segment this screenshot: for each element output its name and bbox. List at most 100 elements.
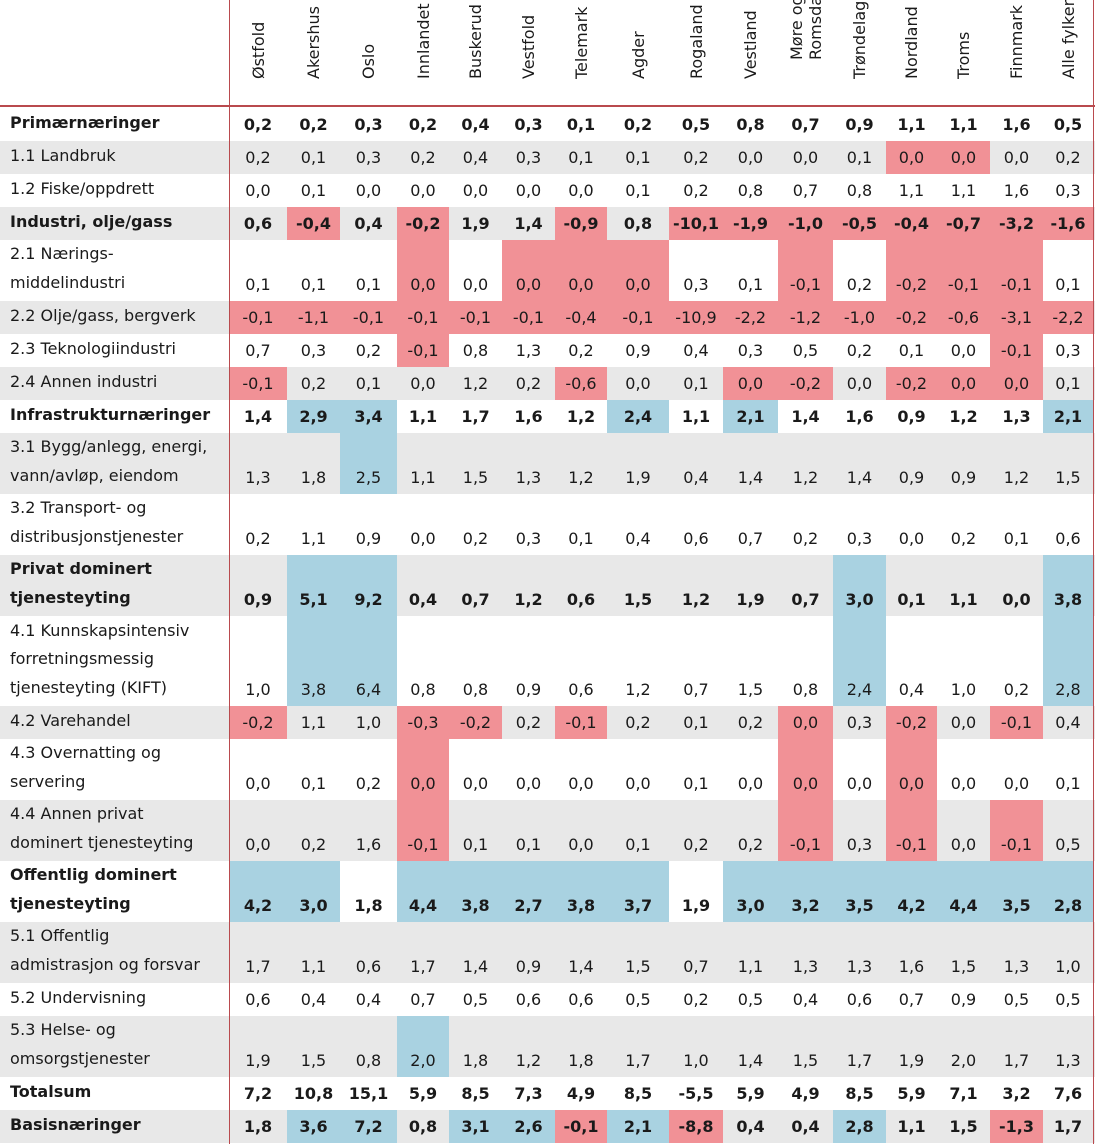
table-row: Offentlig dominert tjenesteyting 4,2 3,0 1,… [0,861,1095,922]
table-cell: 1,5 [449,433,502,494]
cell-value: 0,7 [245,341,271,360]
table-cell: 0,5 [1043,983,1093,1016]
table-cell: 2,0 [937,1016,990,1077]
cell-value: 1,5 [950,957,977,976]
table-cell: -1,0 [778,207,833,240]
table-row: Industri, olje/gass 0,6 -0,4 0,4 -0,2 1,9 1,4 -… [0,207,1095,240]
cell-value: 1,3 [1003,957,1030,976]
table-cell: 0,4 [340,983,397,1016]
table-cell: -0,1 [990,706,1043,739]
row-label: Offentlig dominert tjenesteyting [10,865,177,913]
column-header: Oslo [340,0,397,104]
cell-value: 0,2 [683,148,709,167]
row-label: 1.2 Fiske/oppdrett [10,178,155,198]
cell-value: 0,4 [1055,713,1081,732]
table-cell: 3,7 [607,861,669,922]
row-label: 4.4 Annen privat dominert tjenesteyting [10,804,194,852]
table-cell: 1,2 [607,616,669,706]
column-header: Troms [937,0,990,104]
cell-value: 1,2 [568,468,594,487]
table-cell: 0,7 [778,555,833,616]
table-cell: 0,1 [1043,367,1093,400]
cell-value: 0,8 [462,341,489,360]
cell-value: 1,5 [462,468,489,487]
table-cell: 1,5 [287,1016,340,1077]
cell-value: 1,1 [897,115,926,134]
cell-value: 1,3 [792,957,819,976]
cell-value: 1,5 [300,1051,327,1070]
table-cell: -10,1 [669,207,723,240]
cell-value: 0,3 [300,341,327,360]
table-cell: 0,1 [287,141,340,174]
cell-value: 2,8 [1055,680,1081,699]
cell-value: 0,5 [625,990,651,1009]
table-cell: 3,6 [287,1110,340,1143]
table-cell: 1,7 [397,922,449,983]
table-cell: 5,9 [723,1077,778,1110]
cell-value: 1,1 [949,590,978,609]
cell-value: 1,4 [568,957,594,976]
table-cell: 0,8 [340,1016,397,1077]
table-cell: 0,0 [937,367,990,400]
cell-value: 0,2 [300,835,327,854]
table-cell: 0,8 [723,108,778,141]
table-cell: -5,5 [669,1077,723,1110]
cell-value: 0,8 [408,1117,438,1136]
cell-value: 2,8 [845,1117,874,1136]
cell-value: 1,7 [245,957,271,976]
table-cell: 9,2 [340,555,397,616]
table-cell: 0,0 [229,800,287,861]
table-cell: 3,8 [287,616,340,706]
cell-value: 0,1 [1055,275,1081,294]
cell-value: -0,3 [407,713,439,732]
table-cell: 0,4 [287,983,340,1016]
cell-value: 0,5 [681,115,711,134]
cell-value: 0,0 [410,774,436,793]
table-cell: 0,0 [555,240,607,301]
cell-value: 3,5 [845,896,874,915]
table-cell: 1,3 [990,922,1043,983]
table-cell: -0,1 [555,706,607,739]
table-cell: -0,1 [990,334,1043,367]
table-cell: 0,1 [502,800,555,861]
cell-value: 1,9 [681,896,711,915]
cell-value: 0,6 [566,590,596,609]
table-cell: 1,2 [502,1016,555,1077]
cell-value: 0,3 [737,341,764,360]
table-cell: 0,9 [886,433,937,494]
cell-value: -0,4 [296,214,331,233]
table-cell: 0,0 [723,141,778,174]
cell-value: 0,7 [410,990,436,1009]
cell-value: 1,8 [300,468,327,487]
table-cell: 4,9 [555,1077,607,1110]
table-cell: 0,2 [607,706,669,739]
table-cell: 1,3 [502,433,555,494]
cell-value: 1,6 [1002,115,1031,134]
cell-value: 0,0 [515,181,542,200]
table-cell: 0,3 [287,334,340,367]
cell-value: 0,2 [245,529,271,548]
cell-value: 3,6 [299,1117,328,1136]
cell-value: 0,1 [566,115,596,134]
cell-value: 0,0 [846,774,873,793]
table-cell: 0,1 [886,555,937,616]
cell-value: 0,7 [898,990,925,1009]
column-header: Nordland [886,0,937,104]
table-cell: 0,2 [1043,141,1093,174]
cell-value: 0,7 [791,590,820,609]
table-cell: 0,2 [397,141,449,174]
column-header-label: Østfold [248,21,268,79]
table-cell: 7,6 [1043,1077,1093,1110]
cell-value: 2,9 [299,407,328,426]
cell-value: 8,5 [461,1084,490,1103]
table-cell: 1,9 [607,433,669,494]
table-row: 1.1 Landbruk 0,2 0,1 0,3 0,2 0,4 0,3 0,1 0,1 0,2 0… [0,141,1095,174]
cell-value: -2,2 [1052,308,1084,327]
cell-value: 2,5 [355,468,382,487]
cell-value: 0,0 [410,529,436,548]
cell-value: 0,0 [737,374,764,393]
table-cell: 1,5 [1043,433,1093,494]
table-cell: 0,9 [340,494,397,555]
row-label: Totalsum [10,1081,92,1101]
table-cell: -0,4 [555,301,607,334]
